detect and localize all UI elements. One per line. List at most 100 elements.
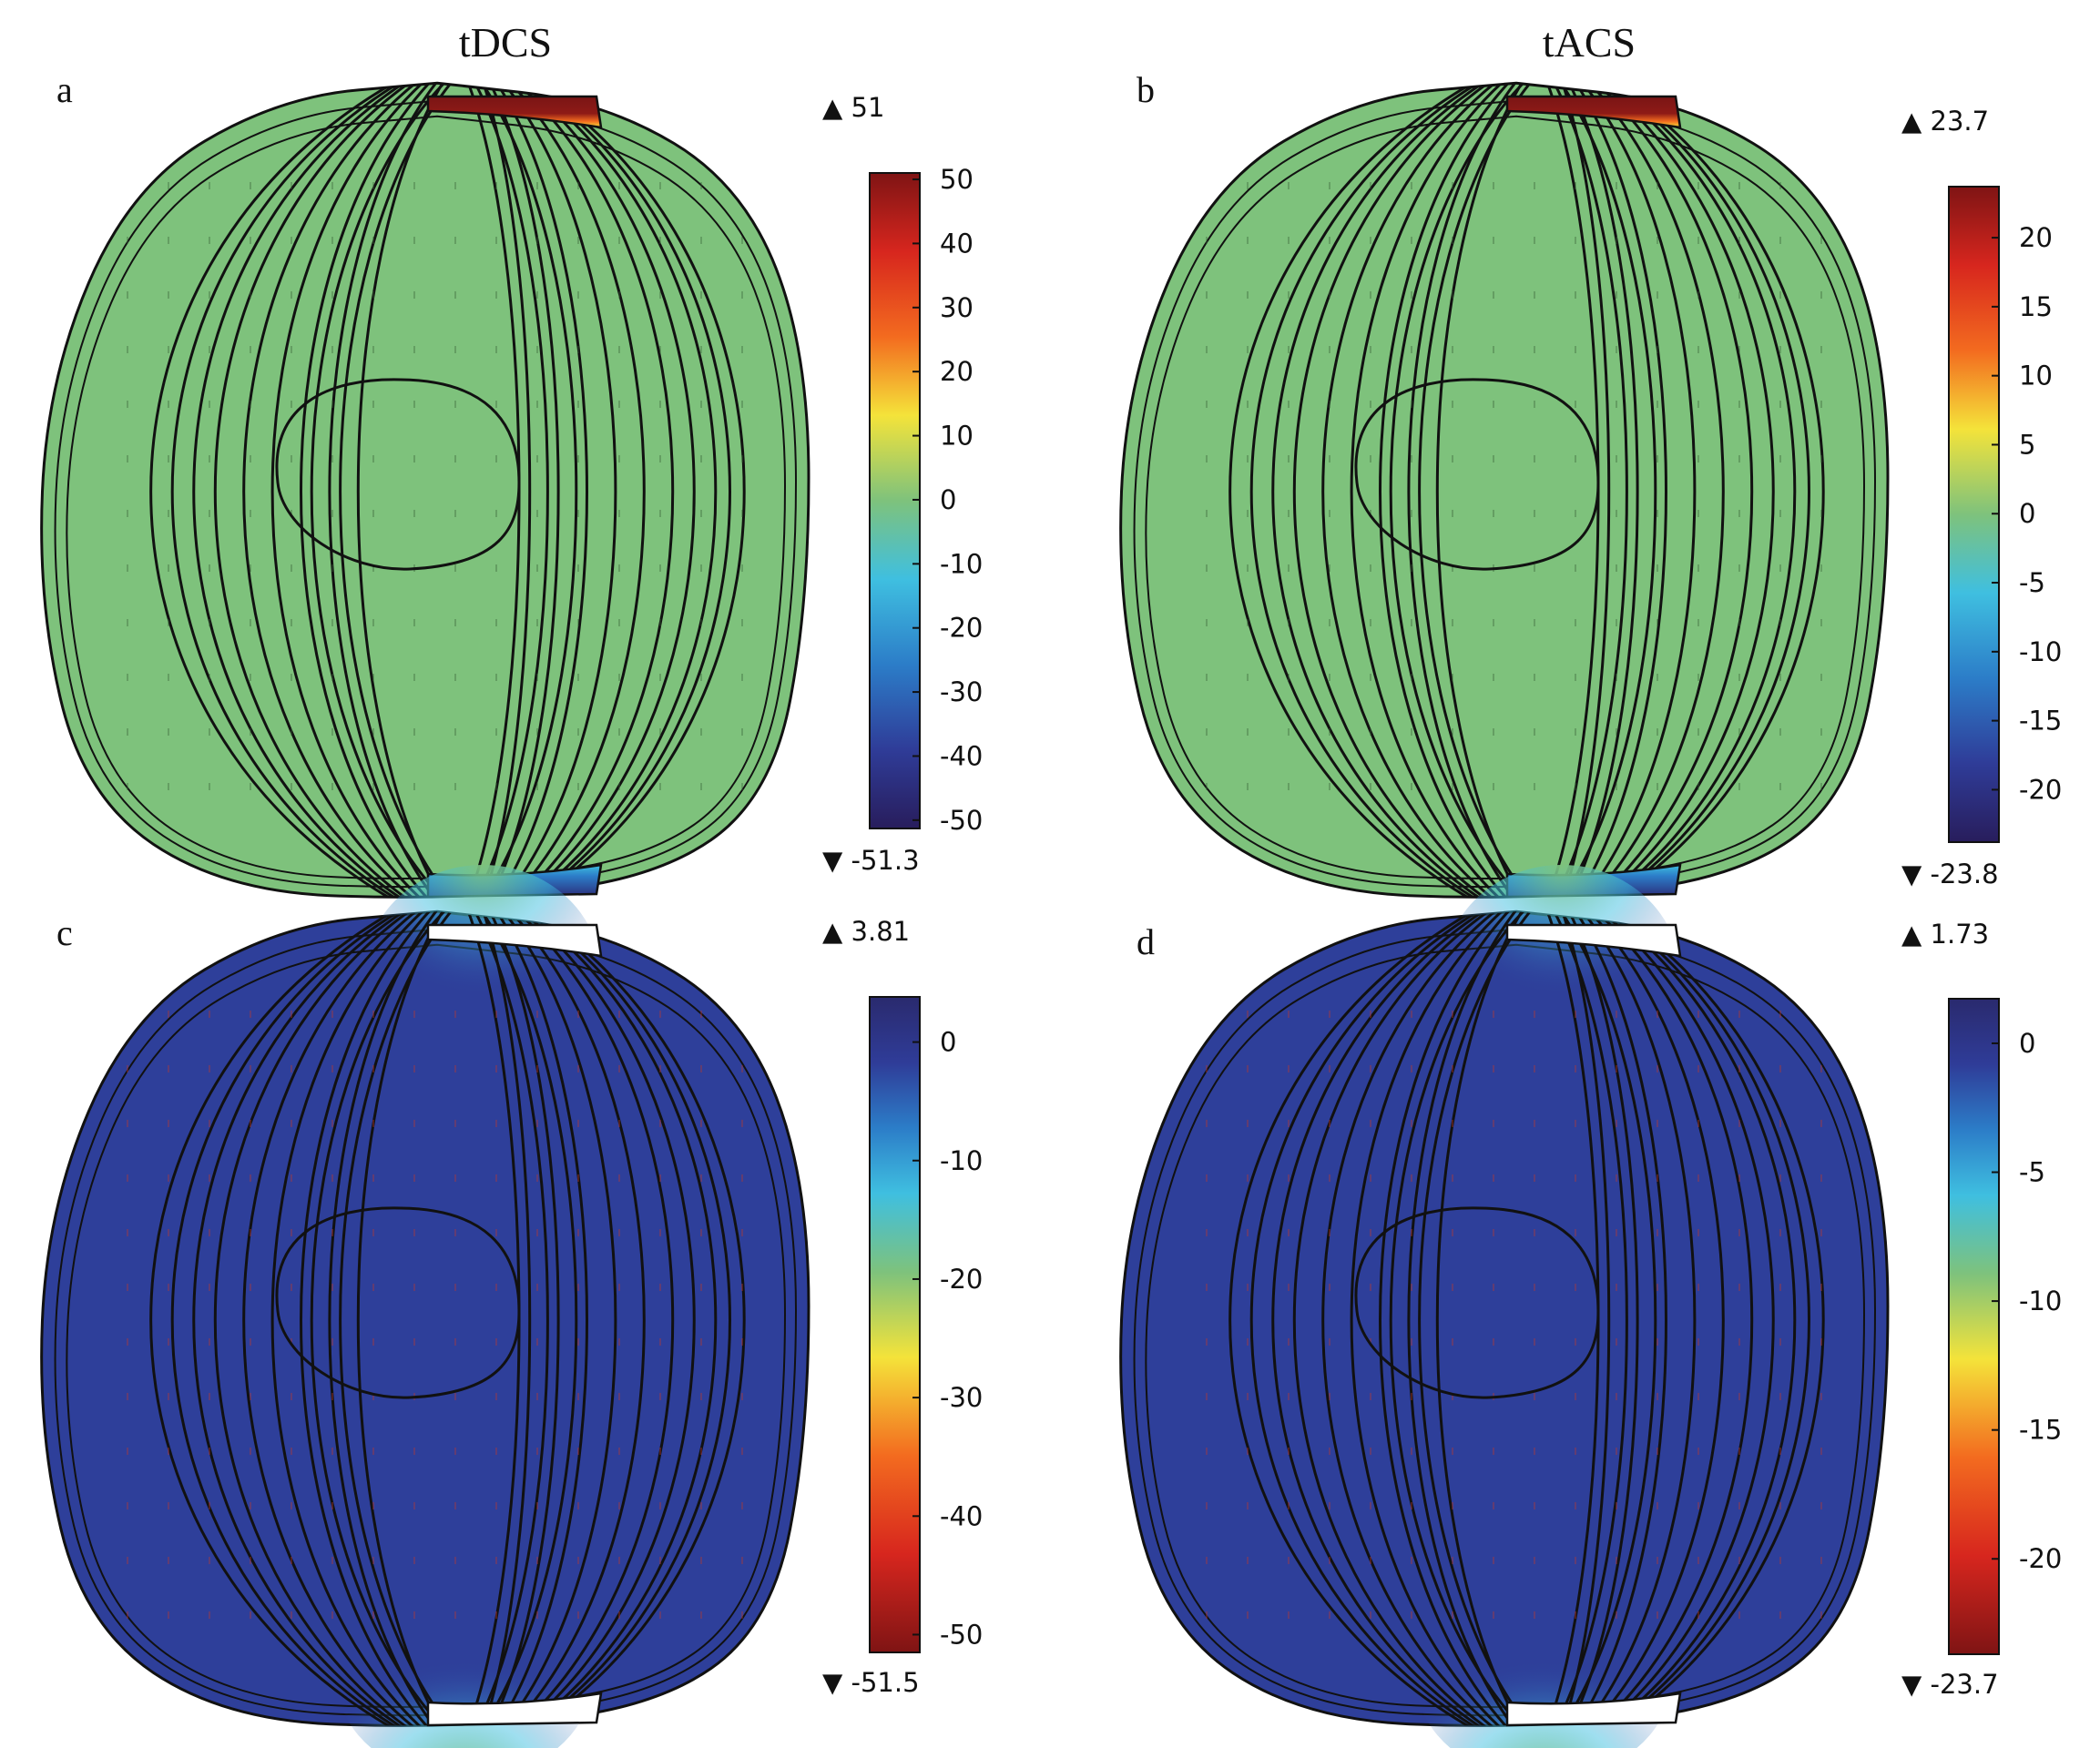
streamline [1271, 83, 1500, 898]
max-value-label-d: ▲ 1.73 [1901, 919, 1989, 950]
colorbar-tick-label: 20 [940, 356, 974, 387]
streamline [170, 83, 417, 898]
streamline [213, 83, 425, 898]
streamline [1567, 83, 1667, 898]
streamline [1321, 911, 1509, 1726]
streamline [1350, 911, 1514, 1726]
streamline [1418, 911, 1540, 1726]
streamline [192, 83, 421, 898]
colorbar-tick-label: -10 [2019, 1286, 2062, 1316]
streamline [356, 83, 451, 898]
colorbar-tick-label: -20 [2019, 1543, 2062, 1574]
inner-cavity-c [275, 1206, 521, 1399]
colorbar-tick-label: -15 [2019, 1415, 2062, 1446]
colorbar-b [1948, 186, 2000, 843]
streamline [149, 911, 413, 1726]
colorbar-tick-label: 0 [2019, 1028, 2035, 1059]
streamline [484, 911, 560, 1726]
streamline [1435, 911, 1530, 1726]
streamline [1587, 911, 1775, 1726]
electrode-top-a [426, 95, 603, 129]
streamline [242, 911, 430, 1726]
streamline [1596, 911, 1825, 1726]
streamline [504, 911, 675, 1726]
streamline [1379, 911, 1520, 1726]
colorbar-tick-label: -30 [940, 1382, 983, 1413]
colorbar-tick-label: 0 [940, 1027, 956, 1058]
inner-cavity-d [1354, 1206, 1600, 1399]
colorbar-tick-label: 0 [2019, 498, 2035, 529]
streamline [484, 83, 560, 898]
streamline [1228, 83, 1493, 898]
streamline [1573, 911, 1697, 1726]
colorbar-tick-label: 40 [940, 228, 974, 259]
streamline [1591, 83, 1797, 898]
panel-d: d 0 -5 -10 -15 -20 ▲ 1.73 ▼ -23.7 [1119, 865, 2062, 1748]
streamline [1228, 911, 1493, 1726]
colorbar-tick-label: -50 [940, 1619, 983, 1650]
streamline [512, 83, 718, 898]
streamline [499, 83, 646, 898]
max-value-label-c: ▲ 3.81 [822, 916, 910, 947]
electrode-top-c [426, 923, 603, 958]
colorbar-tick-label: 10 [940, 421, 974, 452]
streamline [1557, 83, 1611, 898]
min-value-label-a: ▼ -51.3 [822, 845, 920, 876]
streamline [1552, 83, 1657, 898]
colorbar-tick-label: -5 [2019, 567, 2045, 598]
streamline [488, 83, 588, 898]
streamline [508, 911, 696, 1726]
streamline [192, 911, 421, 1726]
streamline [468, 911, 549, 1726]
colorbar-a [869, 172, 921, 829]
electrode-top-b [1505, 95, 1682, 129]
colorbar-tick-label: -40 [940, 740, 983, 771]
max-value-label-b: ▲ 23.7 [1901, 106, 1989, 137]
streamline [499, 911, 646, 1726]
streamline [473, 911, 578, 1726]
streamline [356, 911, 451, 1726]
colorbar-tick-label: 5 [2019, 429, 2035, 460]
colorbar-tick-label: -15 [2019, 706, 2062, 737]
streamline [1249, 911, 1496, 1726]
streamline [1567, 911, 1667, 1726]
colorbar-tick-label: 30 [940, 292, 974, 323]
streamline [1596, 83, 1825, 898]
streamline [1389, 911, 1534, 1726]
panel-c: c 0 -10 -20 -30 -40 -50 ▲ 3.81 ▼ -51.5 [40, 865, 983, 1748]
streamline [339, 911, 461, 1726]
colorbar-tick-label: -50 [940, 805, 983, 836]
streamline [1594, 911, 1810, 1726]
streamline [512, 911, 718, 1726]
streamline [517, 911, 746, 1726]
colorbar-tick-label: 20 [2019, 222, 2053, 253]
colorbar-tick-label: -10 [940, 548, 983, 579]
inner-cavity-b [1354, 378, 1600, 571]
streamlines-a [127, 83, 746, 898]
streamline [1563, 911, 1639, 1726]
streamlines-d [1206, 911, 1825, 1726]
streamline [494, 83, 617, 898]
min-value-label-d: ▼ -23.7 [1901, 1669, 1999, 1700]
min-value-label-c: ▼ -51.5 [822, 1667, 920, 1698]
colorbar-tick-label: -40 [940, 1500, 983, 1531]
streamline [1591, 911, 1797, 1726]
max-value-label-a: ▲ 51 [822, 92, 884, 123]
colorbar-tick-label: 0 [940, 484, 956, 515]
inner-cavity-a [275, 378, 521, 571]
streamline [1578, 911, 1725, 1726]
electrode-top-d [1505, 923, 1682, 958]
colorbar-tick-label: 10 [2019, 361, 2053, 391]
colorbar-d [1948, 998, 2000, 1655]
colorbar-tick-label: -20 [940, 1264, 983, 1295]
streamline [1583, 83, 1754, 898]
streamline [1547, 911, 1628, 1726]
panel-letter-c: c [56, 912, 73, 953]
electrode-bottom-c [426, 1692, 603, 1727]
colorbar-tick-label: -10 [2019, 636, 2062, 667]
streamline [328, 83, 445, 898]
streamline [1594, 83, 1810, 898]
column-title-tacs: tACS [1543, 19, 1636, 66]
streamline [473, 83, 578, 898]
streamlines-b [1206, 83, 1825, 898]
